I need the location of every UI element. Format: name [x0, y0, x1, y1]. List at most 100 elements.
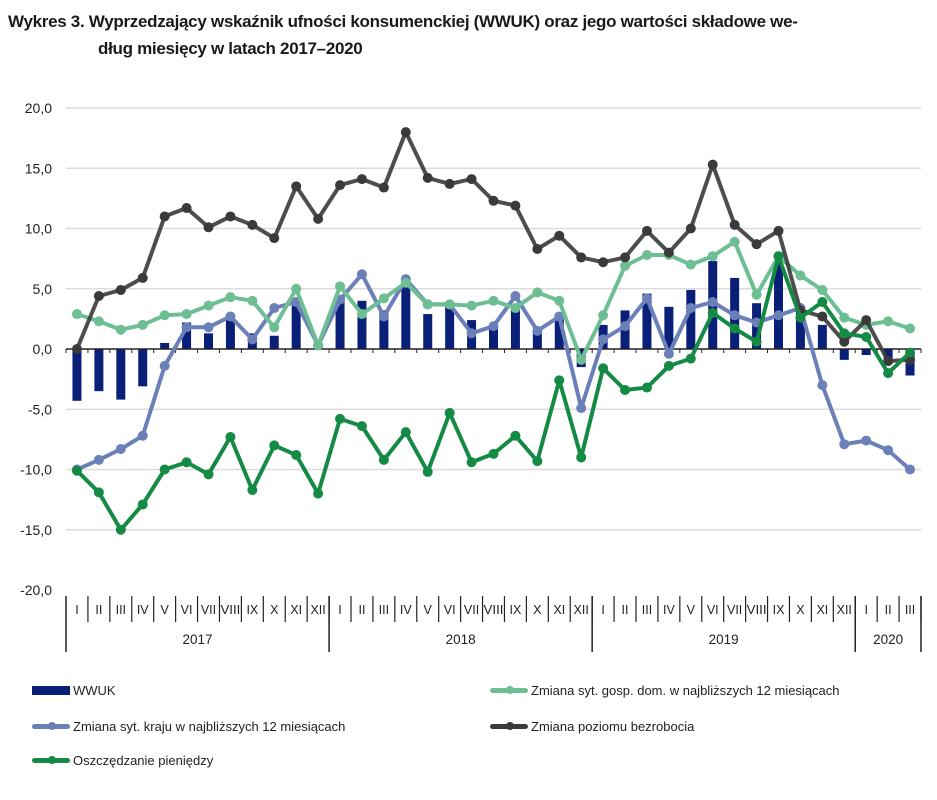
point-oszczedzanie — [773, 251, 784, 262]
chart-title-line1: Wykres 3. Wyprzedzający wskaźnik ufności… — [8, 12, 798, 31]
x-year-label: 2020 — [873, 632, 903, 647]
point-gosp_dom — [137, 319, 148, 330]
x-tick-label: VIII — [484, 603, 504, 617]
point-oszczedzanie — [225, 431, 236, 442]
point-gosp_dom — [378, 293, 389, 304]
x-tick-label: III — [642, 603, 652, 617]
x-tick-label: XI — [816, 603, 828, 617]
point-kraj — [620, 321, 631, 332]
point-bezrobocie — [663, 247, 674, 258]
legend-item-oszczedzanie: Oszczędzanie pieniędzy — [32, 753, 213, 768]
point-kraj — [181, 322, 192, 333]
x-year-label: 2018 — [446, 632, 476, 647]
point-oszczedzanie — [729, 323, 740, 334]
bar-wwuk — [204, 333, 213, 349]
bar-wwuk — [357, 300, 367, 349]
zero-axis — [65, 348, 922, 353]
point-kraj — [115, 444, 126, 455]
x-tick-label: I — [601, 603, 604, 617]
legend-label: Oszczędzanie pieniędzy — [73, 753, 214, 768]
point-oszczedzanie — [685, 353, 696, 364]
y-tick-label: -5,0 — [28, 401, 52, 417]
point-bezrobocie — [137, 272, 148, 283]
x-tick-label: VI — [444, 603, 456, 617]
x-tick-label: VIII — [747, 603, 767, 617]
point-kraj — [93, 454, 104, 465]
point-oszczedzanie — [795, 312, 806, 323]
point-gosp_dom — [751, 289, 762, 300]
x-tick-label: XII — [574, 603, 589, 617]
point-gosp_dom — [93, 316, 104, 327]
x-tick-label: VIII — [220, 603, 240, 617]
x-tick-label: V — [160, 603, 169, 617]
x-year-label: 2019 — [709, 632, 739, 647]
bar-wwuk — [335, 297, 345, 349]
bar-wwuk — [532, 332, 542, 349]
x-tick-label: IV — [137, 603, 149, 617]
bar-wwuk — [138, 349, 148, 387]
point-oszczedzanie — [466, 457, 477, 468]
x-tick-label: XII — [310, 603, 325, 617]
point-oszczedzanie — [291, 450, 302, 461]
point-bezrobocie — [817, 311, 828, 322]
point-gosp_dom — [620, 260, 631, 271]
x-tick-label: III — [379, 603, 389, 617]
bar-wwuk — [883, 349, 893, 363]
point-bezrobocie — [203, 222, 214, 233]
point-gosp_dom — [795, 270, 806, 281]
point-kraj — [488, 321, 499, 332]
legend-label: Zmiana poziomu bezrobocia — [531, 719, 695, 734]
point-kraj — [905, 464, 916, 475]
point-bezrobocie — [335, 180, 346, 191]
point-bezrobocie — [839, 336, 850, 347]
point-bezrobocie — [773, 225, 784, 236]
point-gosp_dom — [729, 236, 740, 247]
chart-title-line2: dług miesięcy w latach 2017–2020 — [98, 39, 363, 58]
point-bezrobocie — [641, 225, 652, 236]
x-tick-label: VI — [181, 603, 193, 617]
point-gosp_dom — [707, 251, 718, 262]
x-tick-label: II — [622, 603, 629, 617]
legend-label: WWUK — [73, 683, 116, 698]
bar-wwuk — [489, 324, 498, 349]
x-tick-label: VII — [464, 603, 479, 617]
point-oszczedzanie — [576, 452, 587, 463]
x-tick-label: I — [338, 603, 341, 617]
point-bezrobocie — [707, 159, 718, 170]
x-tick-label: IX — [246, 603, 258, 617]
x-tick-label: XI — [553, 603, 565, 617]
x-tick-label: III — [116, 603, 126, 617]
point-bezrobocie — [861, 315, 872, 326]
point-bezrobocie — [466, 174, 477, 185]
point-gosp_dom — [444, 299, 455, 310]
point-kraj — [247, 334, 258, 345]
x-tick-label: II — [358, 603, 365, 617]
x-tick-label: VII — [201, 603, 216, 617]
point-gosp_dom — [466, 300, 477, 311]
point-gosp_dom — [576, 354, 587, 365]
legend-item-gosp-dom: Zmiana syt. gosp. dom. w najbliższych 12… — [490, 683, 840, 698]
x-tick-label: X — [796, 603, 805, 617]
point-oszczedzanie — [335, 413, 346, 424]
point-bezrobocie — [883, 356, 894, 367]
point-oszczedzanie — [751, 336, 762, 347]
point-kraj — [641, 293, 652, 304]
point-oszczedzanie — [181, 457, 192, 468]
point-oszczedzanie — [356, 421, 367, 432]
legend-item-bezrobocie: Zmiana poziomu bezrobocia — [490, 719, 694, 734]
point-kraj — [663, 348, 674, 359]
x-axis: I II III IV V VI VII VIII IX X XI XII I II III IV V VI VII… — [65, 596, 922, 652]
bar-wwuk — [379, 310, 389, 349]
legend-label: Zmiana syt. kraju w najbliższych 12 mies… — [73, 719, 346, 734]
point-gosp_dom — [685, 259, 696, 270]
chart-title: Wykres 3. Wyprzedzający wskaźnik ufności… — [8, 8, 933, 62]
point-kraj — [729, 310, 740, 321]
bar-wwuk — [182, 322, 192, 349]
legend-line-marker-icon — [490, 686, 528, 694]
point-bezrobocie — [620, 252, 631, 263]
legend-item-kraj: Zmiana syt. kraju w najbliższych 12 mies… — [32, 719, 345, 734]
point-bezrobocie — [532, 243, 543, 254]
point-kraj — [510, 290, 521, 301]
point-kraj — [532, 325, 543, 336]
point-gosp_dom — [817, 284, 828, 295]
